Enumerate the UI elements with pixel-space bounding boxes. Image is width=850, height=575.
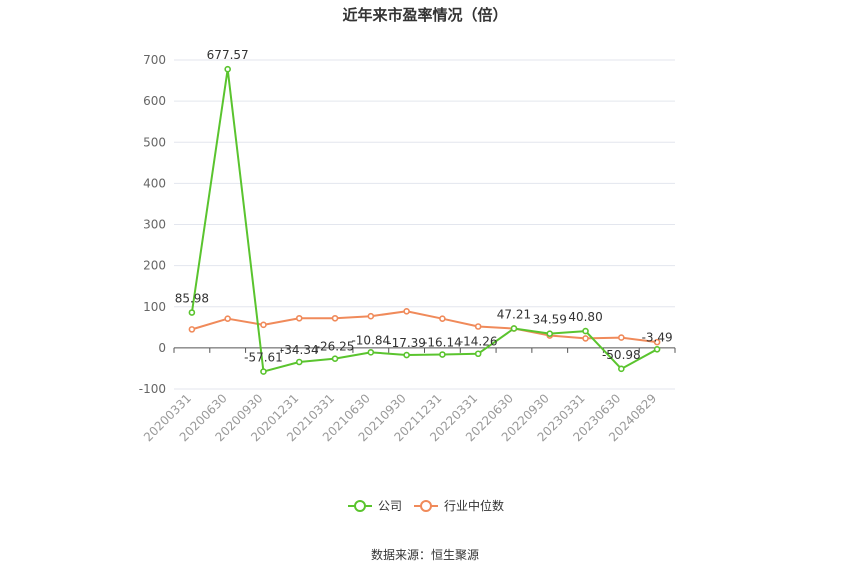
y-tick-label: 700 (143, 53, 166, 67)
industry-median-point[interactable] (439, 315, 446, 322)
data-label: -14.26 (459, 335, 498, 349)
grid-lines (174, 59, 675, 390)
company-point[interactable] (618, 365, 625, 373)
y-axis: -100 0 100 200 300 400 500 600 700 (139, 53, 166, 396)
y-tick-label: 500 (143, 135, 166, 149)
x-axis: 2020033120200630202009302020123120210331… (141, 347, 676, 444)
data-label: 677.57 (207, 48, 249, 62)
company-point[interactable] (653, 346, 661, 353)
data-label: -34.34 (280, 343, 319, 357)
data-label: 47.21 (497, 307, 531, 321)
legend-item-company[interactable]: 公司 (348, 499, 402, 513)
industry-median-point[interactable] (260, 321, 267, 329)
y-tick-label: 100 (143, 300, 166, 314)
y-tick-label: 600 (143, 94, 166, 108)
industry-median-line (191, 310, 658, 344)
data-labels: 85.98 677.57 -57.61-34.34-26.25-10.84-17.3… (175, 48, 673, 364)
data-label: 85.98 (175, 292, 209, 306)
company-point[interactable] (224, 65, 231, 73)
chart-title: 近年来市盈率情况（倍） (342, 6, 507, 24)
industry-median-point[interactable] (653, 338, 661, 346)
company-point[interactable] (582, 327, 589, 335)
company-point[interactable] (367, 349, 375, 356)
company-point[interactable] (439, 351, 446, 358)
legend-label: 行业中位数 (444, 498, 504, 513)
industry-median-point[interactable] (224, 315, 231, 322)
data-label: -10.84 (351, 333, 390, 347)
company-point[interactable] (474, 350, 482, 358)
company-line (190, 68, 658, 373)
y-tick-label: 300 (143, 218, 166, 232)
y-tick-label: 0 (158, 341, 166, 355)
legend-item-industry-median[interactable]: 行业中位数 (414, 498, 504, 513)
industry-median-point[interactable] (295, 314, 303, 322)
industry-median-point[interactable] (367, 312, 375, 320)
company-point[interactable] (260, 368, 267, 375)
data-label: -57.61 (244, 351, 283, 365)
y-tick-label: -100 (139, 382, 166, 396)
data-label: -26.25 (316, 340, 355, 354)
data-label: -17.39 (387, 336, 426, 350)
legend-label: 公司 (378, 499, 402, 513)
industry-median-point[interactable] (331, 314, 339, 322)
company-point[interactable] (403, 351, 410, 359)
data-label: -50.98 (602, 348, 641, 362)
y-tick-label: 400 (143, 176, 166, 190)
y-tick-label: 200 (143, 259, 166, 273)
company-point[interactable] (188, 309, 196, 316)
data-label: 34.59 (533, 313, 567, 327)
data-label: -3.49 (642, 330, 673, 344)
company-point[interactable] (331, 355, 339, 362)
company-point[interactable] (510, 325, 518, 332)
data-label: 40.80 (568, 310, 602, 324)
company-point[interactable] (295, 358, 303, 366)
legend-marker-icon (354, 500, 366, 512)
industry-median-point[interactable] (582, 335, 589, 342)
industry-median-point[interactable] (474, 323, 482, 330)
company-point[interactable] (546, 330, 554, 337)
industry-median-point[interactable] (188, 326, 196, 333)
legend-marker-icon (420, 500, 432, 512)
source-note: 数据来源：恒生聚源 (371, 547, 479, 562)
legend[interactable]: 公司 行业中位数 (348, 498, 504, 513)
industry-median-point[interactable] (618, 334, 625, 341)
series-lines (188, 65, 661, 375)
data-label: -16.14 (423, 336, 462, 350)
industry-median-point[interactable] (403, 307, 410, 315)
